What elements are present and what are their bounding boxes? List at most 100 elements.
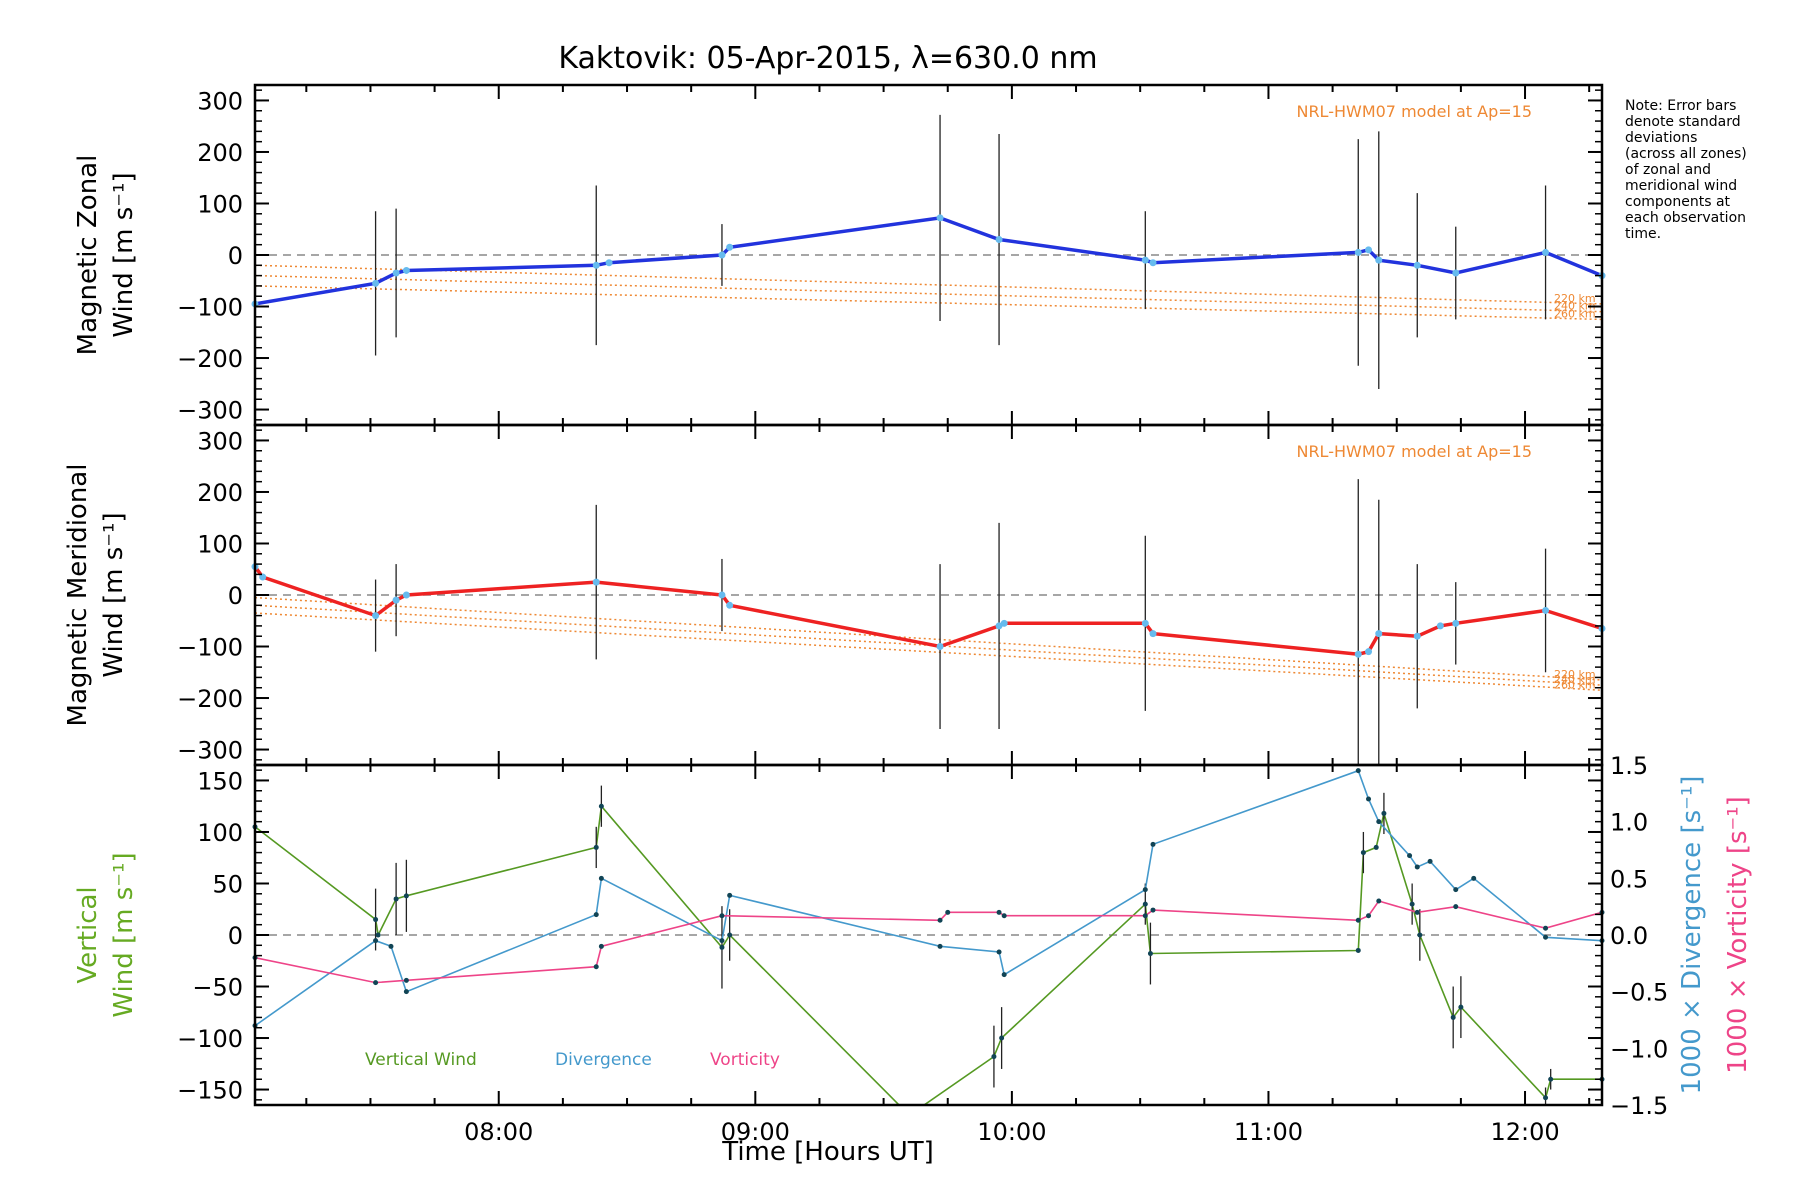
data-point (991, 1054, 997, 1060)
y-axis-title: Magnetic Zonal (73, 155, 103, 356)
legend-vertical: Vertical Wind (365, 1050, 477, 1070)
y-tick-label: 200 (197, 139, 243, 167)
data-point (593, 844, 599, 850)
data-point (1452, 269, 1460, 277)
data-point (388, 943, 394, 949)
y2-tick-label: −1.0 (1610, 1035, 1668, 1063)
model-altitude-label: 240 km (1554, 673, 1596, 686)
data-point (1417, 932, 1423, 938)
y-tick-label: 300 (197, 87, 243, 115)
data-point (1381, 810, 1387, 816)
legend-divergence: Divergence (555, 1050, 652, 1070)
data-point (719, 944, 725, 950)
y-tick-label: −200 (177, 685, 243, 713)
data-point (1548, 1076, 1554, 1082)
data-point (375, 932, 381, 938)
data-point (1150, 841, 1156, 847)
data-point (598, 943, 604, 949)
data-point (1147, 951, 1153, 957)
data-point (1375, 630, 1383, 638)
y2-tick-label: −1.5 (1610, 1092, 1668, 1120)
data-point (1366, 796, 1372, 802)
model-line (254, 596, 1603, 681)
data-point (1413, 261, 1421, 269)
data-point (1355, 917, 1361, 923)
data-point (373, 917, 379, 923)
data-point (727, 932, 733, 938)
data-point (372, 612, 380, 620)
data-point (718, 591, 726, 599)
data-point (1150, 907, 1156, 913)
series-line (255, 565, 1602, 656)
data-point (1543, 925, 1549, 931)
y-tick-label: 100 (197, 819, 243, 847)
data-point (392, 269, 400, 277)
note-line: of zonal and (1625, 162, 1711, 178)
data-point (1427, 858, 1433, 864)
plot-frame (253, 763, 1604, 1107)
data-point (1149, 259, 1157, 267)
data-point (719, 938, 725, 944)
data-point (996, 949, 1002, 955)
note-line: time. (1625, 226, 1661, 242)
data-point (995, 236, 1003, 244)
data-point (592, 578, 600, 586)
data-point (945, 909, 951, 915)
legend-vorticity: Vorticity (710, 1050, 780, 1070)
chart-title: Kaktovik: 05-Apr-2015, λ=630.0 nm (558, 41, 1097, 76)
data-point (1360, 850, 1366, 856)
y-tick-label: −100 (177, 1025, 243, 1053)
y-tick-label: −100 (177, 294, 243, 322)
model-altitude-label: 240 km (1554, 300, 1596, 313)
y2-axis-title-divergence: 1000 × Divergence [s⁻¹] (1677, 776, 1707, 1095)
data-point (393, 896, 399, 902)
data-point (1355, 768, 1361, 774)
data-point (402, 591, 410, 599)
y-tick-label: 100 (197, 190, 243, 218)
data-point (373, 938, 379, 944)
y-axis-title: Wind [m s⁻¹] (109, 172, 139, 337)
data-point (727, 892, 733, 898)
y-tick-label: 150 (197, 767, 243, 795)
model-altitude-label: 260 km (1554, 678, 1596, 691)
data-point (937, 943, 943, 949)
y2-tick-label: 0.5 (1610, 865, 1648, 893)
data-point (1354, 248, 1362, 256)
y2-axis-title-vorticity: 1000 × Vorticity [s⁻¹] (1723, 796, 1753, 1074)
data-point (373, 980, 379, 986)
data-point (999, 1035, 1005, 1041)
data-point (372, 279, 380, 287)
data-point (1543, 1095, 1549, 1101)
note-line: denote standard (1625, 114, 1741, 130)
x-tick-label: 09:00 (721, 1118, 790, 1146)
y2-tick-label: −0.5 (1610, 979, 1668, 1007)
y2-tick-label: 1.5 (1610, 752, 1648, 780)
y-tick-label: 0 (228, 242, 243, 270)
data-point (1452, 619, 1460, 627)
data-point (1355, 947, 1361, 953)
data-point (1373, 844, 1379, 850)
data-point (1414, 864, 1420, 870)
data-point (936, 643, 944, 651)
data-point (1407, 853, 1413, 859)
x-tick-label: 12:00 (1490, 1118, 1559, 1146)
data-point (403, 893, 409, 899)
x-tick-label: 10:00 (977, 1118, 1046, 1146)
data-point (1142, 887, 1148, 893)
model-altitude-label: 220 km (1554, 668, 1596, 681)
data-point (598, 875, 604, 881)
note-line: (across all zones) (1625, 146, 1747, 162)
data-point (726, 243, 734, 251)
data-point (1354, 650, 1362, 658)
data-point (1450, 1014, 1456, 1020)
data-point (1542, 248, 1550, 256)
model-label: NRL-HWM07 model at Ap=15 (1296, 102, 1532, 121)
y-tick-label: −50 (192, 974, 243, 1002)
data-point (1375, 256, 1383, 264)
data-point (937, 917, 943, 923)
y-tick-label: −100 (177, 634, 243, 662)
data-point (1471, 875, 1477, 881)
